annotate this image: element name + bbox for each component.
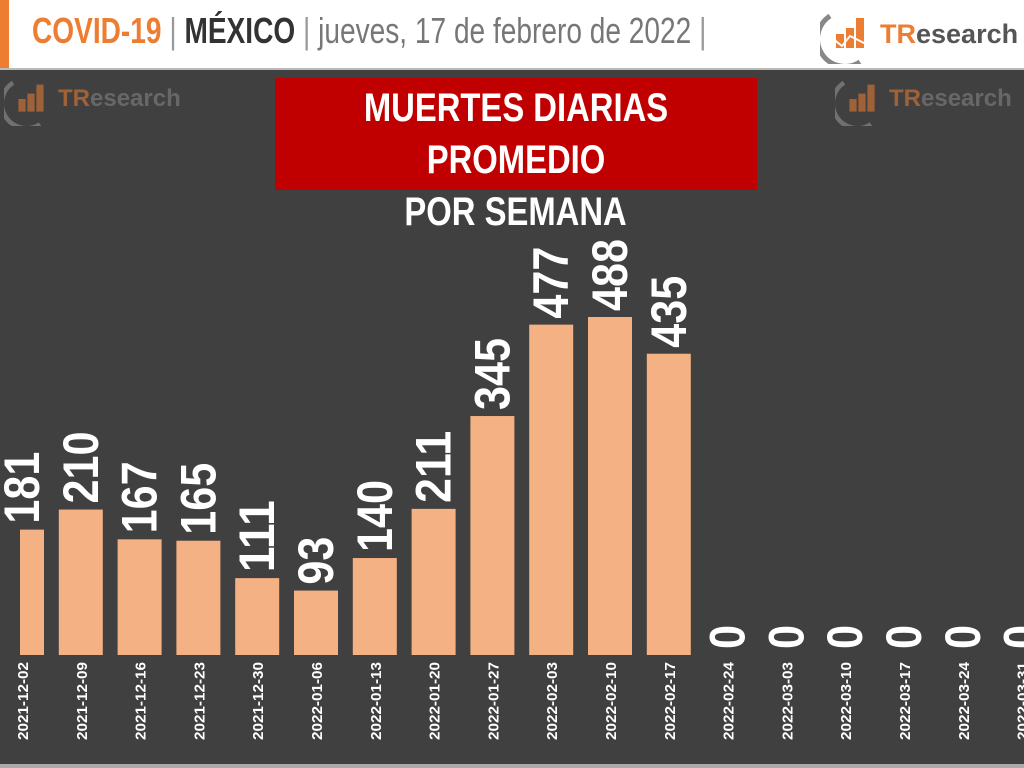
- separator: |: [699, 10, 707, 51]
- logo-chart-icon: [820, 13, 867, 64]
- logo-text-rest: esearch: [921, 85, 1012, 112]
- x-tick-label: 2022-01-20: [427, 662, 444, 740]
- data-label: 167: [112, 461, 168, 533]
- data-label: 93: [288, 537, 344, 585]
- country-label: MÉXICO: [184, 10, 296, 51]
- data-label: 140: [347, 480, 403, 552]
- x-tick-label: 2021-12-02: [15, 662, 32, 740]
- x-tick-label: 2022-03-03: [779, 662, 796, 740]
- x-tick-label: 2022-01-13: [368, 662, 385, 740]
- data-label: 488: [582, 239, 638, 311]
- x-tick-label: 2022-03-24: [956, 661, 973, 740]
- x-tick-label: 2022-03-17: [897, 662, 914, 740]
- x-tick-label: 2022-02-17: [662, 662, 679, 740]
- separator: |: [303, 10, 311, 51]
- data-label: 111: [229, 500, 285, 572]
- data-label: 211: [406, 431, 462, 503]
- x-tick-label: 2021-12-30: [250, 662, 267, 740]
- bottom-border: [0, 764, 1024, 768]
- bar: [352, 558, 397, 655]
- covid-label: COVID-19: [32, 10, 162, 51]
- bar: [294, 590, 338, 655]
- bar: [411, 508, 456, 655]
- watermark-logo-right: TR esearch: [835, 72, 1012, 126]
- data-label: 0: [817, 625, 873, 649]
- x-tick-label: 2022-02-24: [721, 661, 738, 740]
- x-tick-label: 2022-01-27: [485, 662, 502, 740]
- data-label: 210: [53, 432, 109, 504]
- bar: [470, 416, 515, 655]
- data-label: 345: [464, 338, 520, 410]
- watermark-logo-left: TR esearch: [4, 72, 181, 126]
- logo-text-rest: esearch: [90, 85, 181, 112]
- data-label: 0: [876, 625, 932, 649]
- logo-text-tr: TR: [58, 85, 90, 112]
- accent-stripe: [0, 0, 9, 68]
- data-label: 0: [758, 625, 814, 649]
- data-label: 165: [170, 463, 226, 535]
- logo-chart-icon: [835, 80, 875, 126]
- x-tick-label: 2021-12-16: [133, 662, 150, 740]
- date-label: jueves, 17 de febrero de 2022: [318, 10, 692, 51]
- data-label: 0: [700, 625, 756, 649]
- bar: [58, 509, 103, 655]
- x-tick-label: 2022-03-10: [838, 662, 855, 740]
- bar: [20, 529, 44, 655]
- logo-text-tr: TR: [880, 18, 916, 49]
- bar: [176, 540, 221, 655]
- tresearch-logo: TR esearch: [820, 4, 1018, 64]
- chart-title-line2: POR SEMANA: [404, 190, 628, 234]
- x-tick-label: 2021-12-09: [74, 662, 91, 740]
- logo-text-rest: esearch: [916, 18, 1019, 49]
- x-tick-label: 2022-01-06: [309, 662, 326, 740]
- bar: [529, 324, 574, 655]
- logo-text-tr: TR: [889, 85, 921, 112]
- x-tick-label: 2022-03-31: [1015, 662, 1024, 740]
- x-tick-label: 2022-02-03: [544, 662, 561, 740]
- chart-title-line1: MUERTES DIARIAS PROMEDIO: [363, 86, 669, 182]
- chart-title: MUERTES DIARIAS PROMEDIO POR SEMANA: [275, 78, 757, 234]
- data-label: 435: [641, 276, 697, 348]
- bar: [235, 578, 280, 655]
- x-tick-label: 2022-02-10: [603, 662, 620, 740]
- data-label: 0: [935, 625, 991, 649]
- bar: [588, 317, 632, 655]
- x-tick-label: 2021-12-23: [191, 662, 208, 740]
- data-label: 477: [523, 247, 579, 319]
- data-label: 181: [0, 452, 50, 524]
- header-title: COVID-19 | MÉXICO | jueves, 17 de febrer…: [32, 10, 706, 52]
- data-label: 0: [994, 625, 1024, 649]
- bar: [117, 539, 162, 655]
- bar: [646, 353, 691, 655]
- logo-chart-icon: [4, 80, 44, 126]
- header-bar: COVID-19 | MÉXICO | jueves, 17 de febrer…: [0, 0, 1024, 70]
- separator: |: [169, 10, 177, 51]
